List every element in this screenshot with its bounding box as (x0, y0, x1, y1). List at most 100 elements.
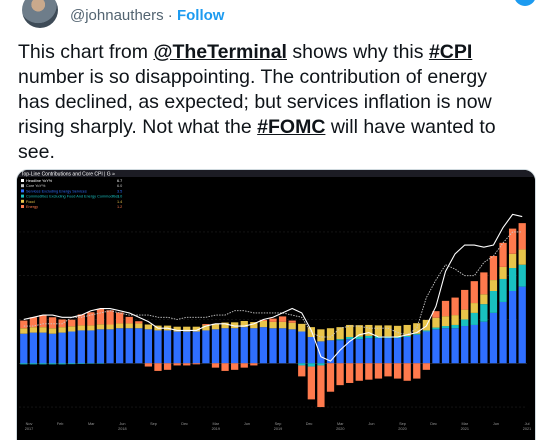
tweet-media-chart[interactable]: Top-Line Contributions and Core CPI | G … (16, 169, 536, 440)
bar-segment (20, 363, 27, 364)
bar-segment (193, 332, 200, 364)
bar-segment (49, 317, 56, 328)
legend-label: Food (26, 200, 35, 204)
bar-segment (375, 363, 382, 378)
bar-segment (499, 279, 506, 302)
bar-segment (451, 298, 458, 316)
tweet-text: This chart from @TheTerminal shows why t… (18, 40, 518, 165)
bar-segment (279, 328, 286, 363)
bar-segment (39, 363, 46, 364)
legend-value: 6.7 (117, 179, 122, 183)
tweet-header: @johnauthers · Follow (22, 0, 550, 30)
bar-segment (413, 363, 420, 378)
mention-link[interactable]: @TheTerminal (153, 41, 287, 63)
bar-segment (375, 338, 382, 363)
bar-segment (365, 336, 372, 338)
x-tick-label: Jun (368, 422, 374, 426)
bar-segment (145, 329, 152, 363)
tweet-text-part-1: This chart from (18, 41, 153, 63)
follow-button[interactable]: Follow (177, 7, 225, 24)
bar-segment (519, 223, 526, 249)
bar-segment (154, 363, 161, 371)
bar-segment (461, 326, 468, 363)
bar-segment (509, 268, 516, 291)
bar-segment (116, 312, 123, 323)
bar-segment (106, 310, 113, 324)
x-tick-label: Nov (26, 422, 33, 426)
bar-segment (519, 249, 526, 264)
bar-segment (212, 363, 219, 367)
x-tick-label: Dec (430, 422, 437, 426)
x-tick-label: Mar (88, 422, 95, 426)
bar-segment (461, 290, 468, 310)
bar-segment (413, 334, 420, 335)
bar-segment (116, 323, 123, 328)
legend-value: 6.0 (117, 184, 122, 188)
x-tick-year: 2019 (212, 427, 220, 431)
bar-segment (49, 363, 56, 364)
x-tick-label: Sep (275, 422, 282, 426)
hashtag-link-fomc[interactable]: #FOMC (257, 116, 325, 138)
bar-segment (68, 326, 75, 331)
legend-value: 1.4 (117, 200, 122, 204)
bar-segment (336, 340, 343, 363)
bar-segment (298, 363, 305, 365)
hashtag-link-cpi[interactable]: #CPI (429, 41, 472, 63)
separator-dot: · (164, 7, 177, 24)
bar-segment (260, 327, 267, 363)
bar-segment (20, 328, 27, 333)
bar-segment (20, 321, 27, 329)
bar-segment (509, 254, 516, 268)
bar-segment (97, 324, 104, 329)
bar-segment (490, 291, 497, 313)
bar-segment (68, 320, 75, 327)
bar-segment (461, 310, 468, 320)
x-tick-year: 2021 (523, 427, 531, 431)
chart-title: Top-Line Contributions and Core CPI | G … (21, 172, 115, 178)
legend-label: Services Excluding Energy Services (26, 189, 87, 193)
bar-segment (519, 287, 526, 364)
bar-segment (346, 325, 353, 337)
legend-value: 1.2 (117, 205, 122, 209)
bar-segment (404, 363, 411, 381)
bar-segment (68, 363, 75, 364)
bar-segment (490, 280, 497, 291)
avatar[interactable] (22, 0, 58, 28)
bar-segment (346, 363, 353, 383)
bar-segment (317, 341, 324, 363)
bar-segment (250, 363, 257, 365)
bar-segment (404, 337, 411, 363)
bar-segment (260, 321, 267, 327)
x-tick-year: 2020 (398, 427, 406, 431)
legend-swatch (21, 200, 24, 203)
bar-segment (413, 335, 420, 363)
bar-segment (317, 365, 324, 407)
legend-swatch (21, 205, 24, 208)
bar-segment (269, 328, 276, 363)
bar-segment (193, 363, 200, 364)
bar-segment (404, 336, 411, 337)
bar-segment (442, 328, 449, 363)
bar-segment (432, 328, 439, 330)
bar-segment (39, 333, 46, 364)
bar-segment (308, 337, 315, 363)
bar-segment (30, 363, 37, 364)
bar-segment (499, 267, 506, 279)
legend-value: 3.5 (117, 189, 122, 193)
x-tick-label: Jun (244, 422, 250, 426)
legend-label: Commodities Excluding Food And Energy Co… (26, 195, 119, 199)
bar-segment (221, 363, 228, 371)
x-tick-label: Feb (57, 422, 64, 426)
author-line: @johnauthers · Follow (70, 7, 224, 24)
bar-segment (78, 363, 85, 364)
bar-segment (154, 330, 161, 363)
author-handle[interactable]: @johnauthers (70, 7, 164, 24)
bar-segment (471, 313, 478, 325)
bar-segment (126, 317, 133, 324)
bar-segment (480, 322, 487, 364)
x-tick-year: 2019 (274, 427, 282, 431)
bar-segment (135, 328, 142, 363)
bar-segment (308, 367, 315, 400)
tweet-text-part-2: shows why this (287, 41, 429, 63)
bar-segment (384, 338, 391, 363)
